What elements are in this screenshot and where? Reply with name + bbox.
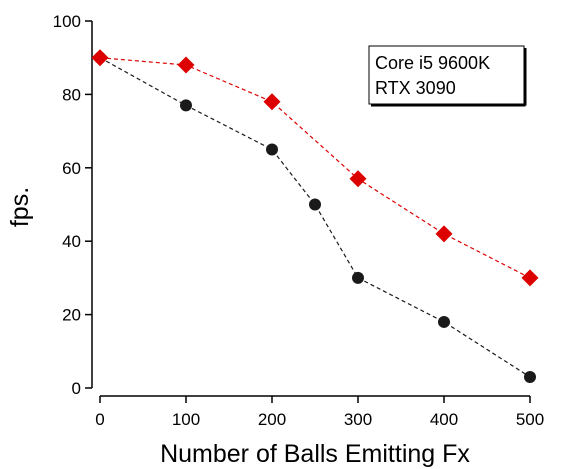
series-red-diamond-point [177, 56, 195, 74]
series-black-circle-point [438, 315, 450, 328]
series-black-circle-point [180, 99, 192, 112]
legend-border [368, 45, 525, 105]
legend-box: Core i5 9600K RTX 3090 [368, 45, 527, 107]
series-black-circle-point [352, 271, 364, 284]
series-red-diamond-point [435, 225, 453, 243]
series-layer [91, 49, 539, 383]
y-tick-label: 40 [62, 232, 81, 251]
series-red-diamond-point [91, 49, 109, 67]
series-black-circle-point [309, 198, 321, 211]
legend-line-gpu: RTX 3090 [375, 78, 456, 98]
y-tick-label: 20 [62, 306, 81, 325]
series-red-diamond-point [263, 93, 281, 111]
series-red-diamond-point [521, 269, 539, 287]
x-axis-title: Number of Balls Emitting Fx [160, 440, 470, 468]
x-tick-label: 400 [430, 410, 458, 429]
legend-line-cpu: Core i5 9600K [375, 53, 490, 73]
series-black-circle-point [266, 143, 278, 156]
y-tick-label: 60 [62, 159, 81, 178]
x-tick-label: 0 [95, 410, 104, 429]
x-tick-label: 300 [344, 410, 372, 429]
y-tick-label: 0 [72, 379, 81, 398]
series-red-diamond-point [349, 170, 367, 188]
y-axis-title: fps. [6, 187, 34, 227]
x-tick-label: 500 [516, 410, 544, 429]
axes: 0 20 40 60 80 100 0 100 200 300 400 500 [53, 12, 545, 429]
y-tick-label: 100 [53, 12, 81, 31]
x-tick-label: 200 [258, 410, 286, 429]
series-red-diamond-line [99, 57, 531, 279]
x-tick-label: 100 [172, 410, 200, 429]
y-tick-label: 80 [62, 85, 81, 104]
series-black-circle-point [524, 370, 536, 383]
